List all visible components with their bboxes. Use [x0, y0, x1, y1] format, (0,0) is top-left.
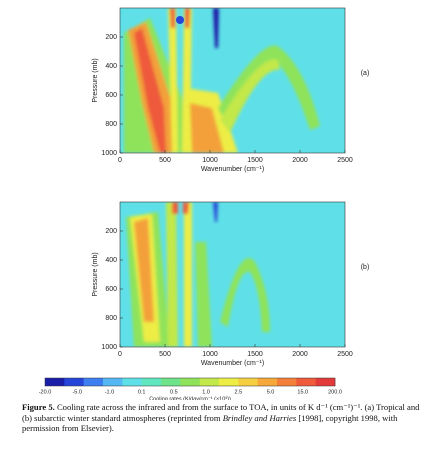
- colorbar-segment: [257, 378, 278, 386]
- colorbar-segment: [64, 378, 84, 386]
- colorbar-tick-label: -1.0: [105, 389, 114, 395]
- colorbar-segment: [83, 378, 104, 386]
- y-tick-label: 1000: [101, 344, 117, 351]
- panel-annotation: (b): [361, 264, 370, 271]
- colorbar-tick-label: 15.0: [297, 389, 308, 395]
- x-tick-label: 2500: [337, 351, 353, 358]
- colorbar-tick-label: 1.0: [202, 389, 210, 395]
- caption-text: [1998], copyright 1998, with permission …: [22, 412, 398, 434]
- x-axis-label: Wavenumber (cm⁻¹): [201, 166, 264, 173]
- x-tick-label: 500: [159, 157, 171, 164]
- x-tick-label: 1000: [202, 157, 218, 164]
- colorbar-frame: [44, 377, 336, 387]
- colorbar-segment: [296, 378, 316, 386]
- colorbar-label: Cooling rates (K/day/cm⁻¹ (×10³)): [149, 396, 231, 400]
- colorbar-segment: [161, 378, 181, 386]
- colorbar-segment: [45, 378, 65, 386]
- y-tick-label: 400: [105, 63, 117, 70]
- colorbar-tick-label: 5.0: [267, 389, 275, 395]
- colorbar-tick-label: 0.5: [170, 389, 178, 395]
- colorbar-segment: [238, 378, 258, 386]
- y-tick-label: 400: [105, 257, 117, 264]
- caption-citation: Brindley and Harries: [222, 412, 297, 423]
- y-tick-label: 600: [105, 286, 117, 293]
- caption: Figure 5. Cooling rate across the infrar…: [22, 402, 422, 434]
- caption-text: Cooling rate across the infrared and fro…: [22, 402, 420, 423]
- y-tick-label: 1000: [101, 150, 117, 157]
- colorbar-segment: [122, 378, 142, 386]
- colorbar-segment: [141, 378, 162, 386]
- x-tick-label: 1500: [247, 351, 263, 358]
- colorbar-tick-label: 200.0: [328, 389, 342, 395]
- panel-annotation: (a): [361, 70, 370, 77]
- x-tick-label: 0: [118, 157, 122, 164]
- y-tick-label: 200: [105, 228, 117, 235]
- plot-frame: [119, 7, 346, 154]
- heatmap-field: [120, 8, 345, 153]
- colorbar-tick-label: 0.1: [138, 389, 146, 395]
- y-tick-label: 800: [105, 315, 117, 322]
- y-tick-label: 200: [105, 34, 117, 41]
- colorbar-segment: [219, 378, 239, 386]
- colorbar-tick-label: -20.0: [39, 389, 52, 395]
- y-axis-label: Pressure (mb): [92, 58, 99, 102]
- colorbar-tick-label: 2.5: [235, 389, 243, 395]
- x-tick-label: 500: [159, 351, 171, 358]
- heatmap-field: [120, 202, 345, 347]
- colorbar-segment: [277, 378, 297, 386]
- x-tick-label: 2500: [337, 157, 353, 164]
- x-axis-label: Wavenumber (cm⁻¹): [201, 360, 264, 367]
- x-tick-label: 2000: [292, 157, 308, 164]
- colorbar-segment: [199, 378, 220, 386]
- x-tick-label: 2000: [292, 351, 308, 358]
- figure: 0 500 1000 1500 2000 25002004006008001000Wave…: [39, 7, 370, 400]
- colorbar-segment: [180, 378, 200, 386]
- caption-label: Figure 5.: [22, 402, 55, 412]
- colorbar-tick-label: -5.0: [72, 389, 81, 395]
- colorbar-segment: [103, 378, 123, 386]
- plot-frame: [119, 201, 346, 348]
- x-tick-label: 0: [118, 351, 122, 358]
- x-tick-label: 1500: [247, 157, 263, 164]
- x-tick-label: 1000: [202, 351, 218, 358]
- y-tick-label: 600: [105, 92, 117, 99]
- y-tick-label: 800: [105, 121, 117, 128]
- y-axis-label: Pressure (mb): [92, 252, 99, 296]
- colorbar-segment: [315, 378, 336, 386]
